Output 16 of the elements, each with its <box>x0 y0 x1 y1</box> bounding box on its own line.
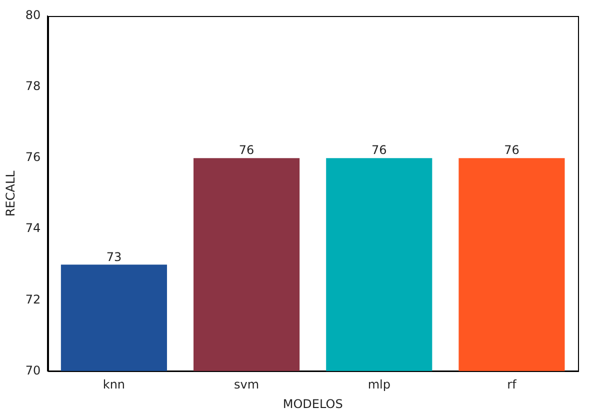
y-tick-label: 72 <box>25 292 41 306</box>
x-tick-label: knn <box>102 378 126 392</box>
x-tick-label: rf <box>507 378 518 392</box>
y-tick-label: 74 <box>25 221 41 236</box>
x-tick-label: mlp <box>368 378 390 392</box>
y-axis-title: RECALL <box>3 170 18 217</box>
y-tick-label: 76 <box>25 150 41 164</box>
data-label: 76 <box>238 143 254 158</box>
data-label: 76 <box>504 143 520 158</box>
y-tick-label: 78 <box>25 79 41 94</box>
x-axis-title: MODELOS <box>282 396 343 411</box>
data-label: 76 <box>371 143 387 158</box>
x-tick-label: svm <box>234 378 260 392</box>
y-tick-label: 70 <box>25 363 41 378</box>
y-tick-label: 80 <box>25 8 41 22</box>
data-label: 73 <box>106 250 122 264</box>
